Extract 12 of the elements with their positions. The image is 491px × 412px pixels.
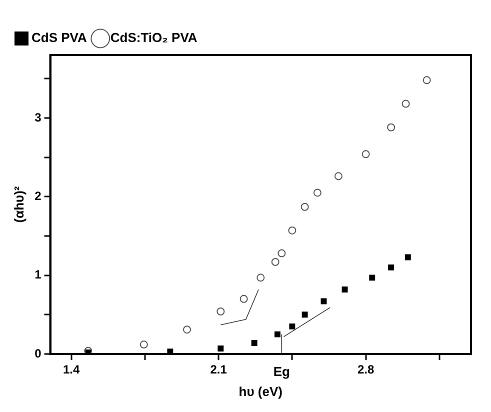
y-tick-label: 0 xyxy=(34,346,42,360)
x-tick-label: 2.1 xyxy=(210,362,228,377)
legend-label: CdS:TiO₂ PVA xyxy=(110,30,198,46)
y-tick-label: 2 xyxy=(34,188,42,203)
y-tick-label: 1 xyxy=(34,268,42,282)
x-tick-label: 2.8 xyxy=(357,362,374,377)
legend-label: CdS PVA xyxy=(32,30,88,46)
y-tick-label: 3 xyxy=(34,110,42,124)
y-axis-title: (αhυ)² xyxy=(11,186,26,223)
x-tick-label: 1.4 xyxy=(62,362,80,377)
annotation: Eg xyxy=(273,364,290,380)
x-axis-title: hυ (eV) xyxy=(238,384,282,399)
